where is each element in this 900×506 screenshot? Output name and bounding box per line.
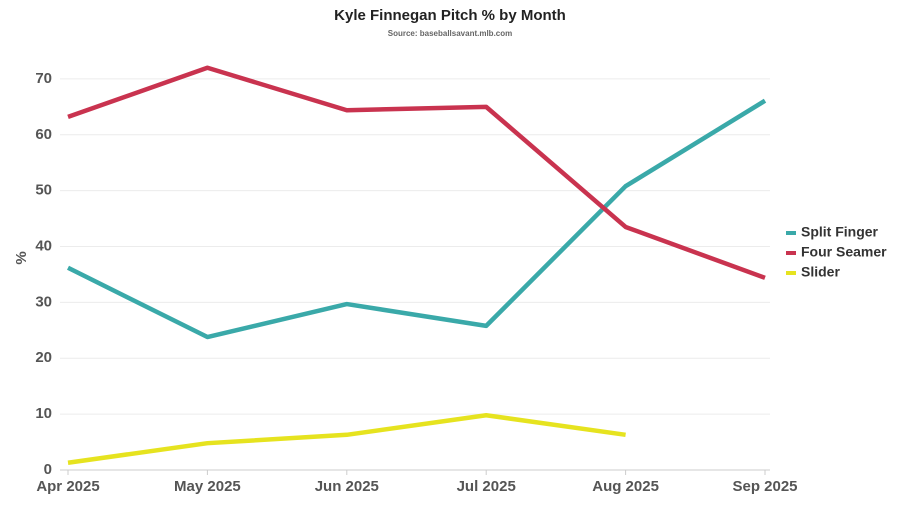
x-tick-label: Jun 2025 — [315, 478, 379, 495]
y-axis-label: % — [13, 251, 30, 264]
x-tick-label: Sep 2025 — [732, 478, 797, 495]
y-tick-label: 20 — [35, 349, 52, 366]
x-tick-label: Aug 2025 — [592, 478, 659, 495]
chart-title: Kyle Finnegan Pitch % by Month — [334, 7, 566, 24]
y-tick-label: 30 — [35, 293, 52, 310]
legend-label: Split Finger — [801, 224, 879, 240]
legend-label: Four Seamer — [801, 244, 887, 260]
y-tick-label: 10 — [35, 405, 52, 422]
y-tick-label: 50 — [35, 182, 52, 199]
x-tick-label: Apr 2025 — [36, 478, 99, 495]
legend-label: Slider — [801, 264, 840, 280]
x-tick-label: May 2025 — [174, 478, 241, 495]
y-tick-label: 70 — [35, 70, 52, 87]
y-tick-label: 40 — [35, 238, 52, 255]
series-line — [67, 65, 766, 280]
x-tick-label: Jul 2025 — [457, 478, 516, 495]
series-line — [67, 413, 626, 465]
y-tick-label: 0 — [44, 461, 52, 478]
series-line — [66, 98, 767, 340]
y-tick-label: 60 — [35, 126, 52, 143]
chart-subtitle: Source: baseballsavant.mlb.com — [388, 29, 513, 38]
